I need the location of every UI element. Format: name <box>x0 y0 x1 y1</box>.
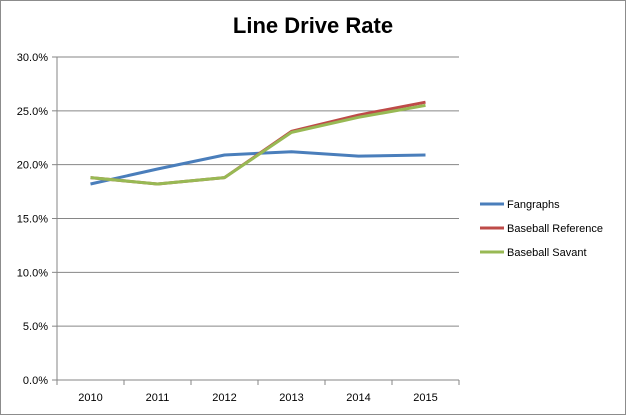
y-tick-label: 25.0% <box>17 106 48 118</box>
x-tick-label: 2013 <box>279 392 303 404</box>
y-tick-label: 10.0% <box>17 267 48 279</box>
x-tick-label: 2010 <box>78 392 102 404</box>
y-tick-label: 30.0% <box>17 52 48 64</box>
chart-title: Line Drive Rate <box>233 13 393 38</box>
x-tick-label: 2012 <box>212 392 236 404</box>
grid-lines <box>57 56 459 381</box>
legend-label-fangraphs: Fangraphs <box>507 199 560 211</box>
x-tick-label: 2014 <box>346 392 370 404</box>
x-axis-ticks: 2010 2011 2012 2013 2014 2015 <box>56 380 460 404</box>
legend-label-baseball-reference: Baseball Reference <box>507 223 603 235</box>
y-tick-label: 20.0% <box>17 160 48 172</box>
y-tick-label: 15.0% <box>17 214 48 226</box>
legend: Fangraphs Baseball Reference Baseball Sava… <box>480 199 603 259</box>
legend-label-baseball-savant: Baseball Savant <box>507 247 587 259</box>
x-tick-label: 2011 <box>146 392 170 404</box>
x-tick-label: 2015 <box>413 392 437 404</box>
series-line-baseball-savant <box>90 103 426 186</box>
y-tick-label: 0.0% <box>23 375 48 387</box>
series-lines <box>90 100 426 186</box>
y-axis-ticks: 0.0% 5.0% 10.0% 15.0% 20.0% 25.0% 30.0% <box>17 52 57 387</box>
y-tick-label: 5.0% <box>23 321 48 333</box>
